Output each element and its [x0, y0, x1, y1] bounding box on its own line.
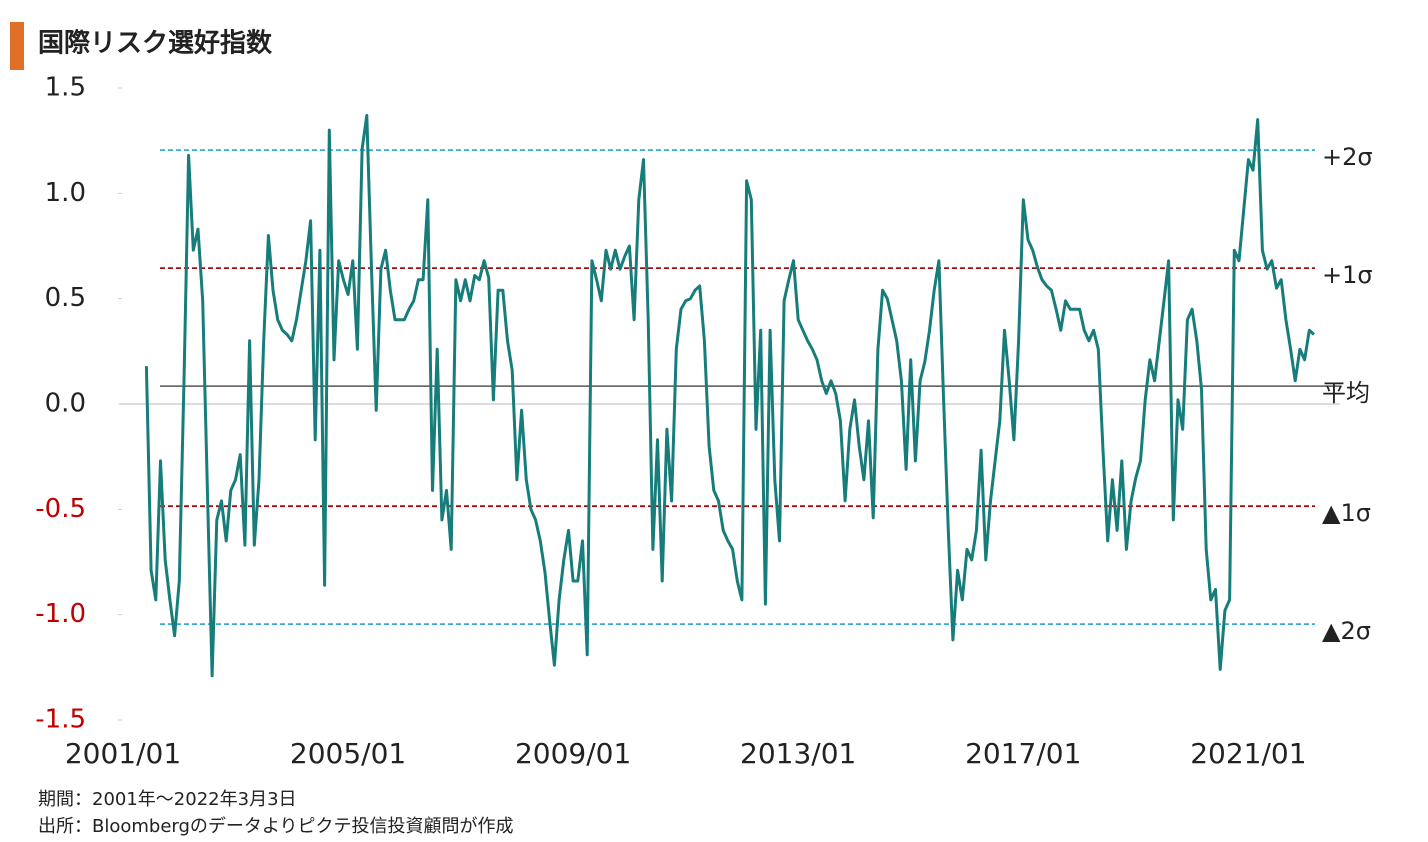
chart-title: 国際リスク選好指数 — [38, 29, 273, 59]
x-tick-label: 2001/01 — [65, 737, 181, 770]
x-tick-label: 2017/01 — [965, 737, 1081, 770]
note: 出所：Bloombergのデータよりピクテ投信投資顧問が作成 — [38, 816, 514, 837]
x-tick-label: 2005/01 — [290, 737, 406, 770]
x-tick-label: 2013/01 — [740, 737, 856, 770]
reference-label: ▲1σ — [1322, 499, 1371, 527]
x-tick-label: 2009/01 — [515, 737, 631, 770]
y-tick-label: 0.5 — [45, 283, 86, 313]
y-tick-label: -0.5 — [35, 494, 86, 524]
x-tick-label: 2021/01 — [1190, 737, 1306, 770]
y-tick-label: 1.5 — [45, 73, 86, 103]
y-tick-label: 0.0 — [45, 389, 86, 419]
note: 期間：2001年～2022年3月3日 — [38, 789, 297, 810]
reference-label: ▲2σ — [1322, 617, 1371, 645]
series-line — [144, 113, 1315, 678]
y-tick-label: -1.0 — [35, 599, 86, 629]
reference-label: 平均 — [1322, 379, 1370, 407]
reference-label: +1σ — [1322, 261, 1373, 289]
y-tick-label: -1.5 — [35, 705, 86, 735]
y-tick-label: 1.0 — [45, 178, 86, 208]
title-accent — [10, 22, 24, 70]
reference-label: +2σ — [1322, 143, 1373, 171]
